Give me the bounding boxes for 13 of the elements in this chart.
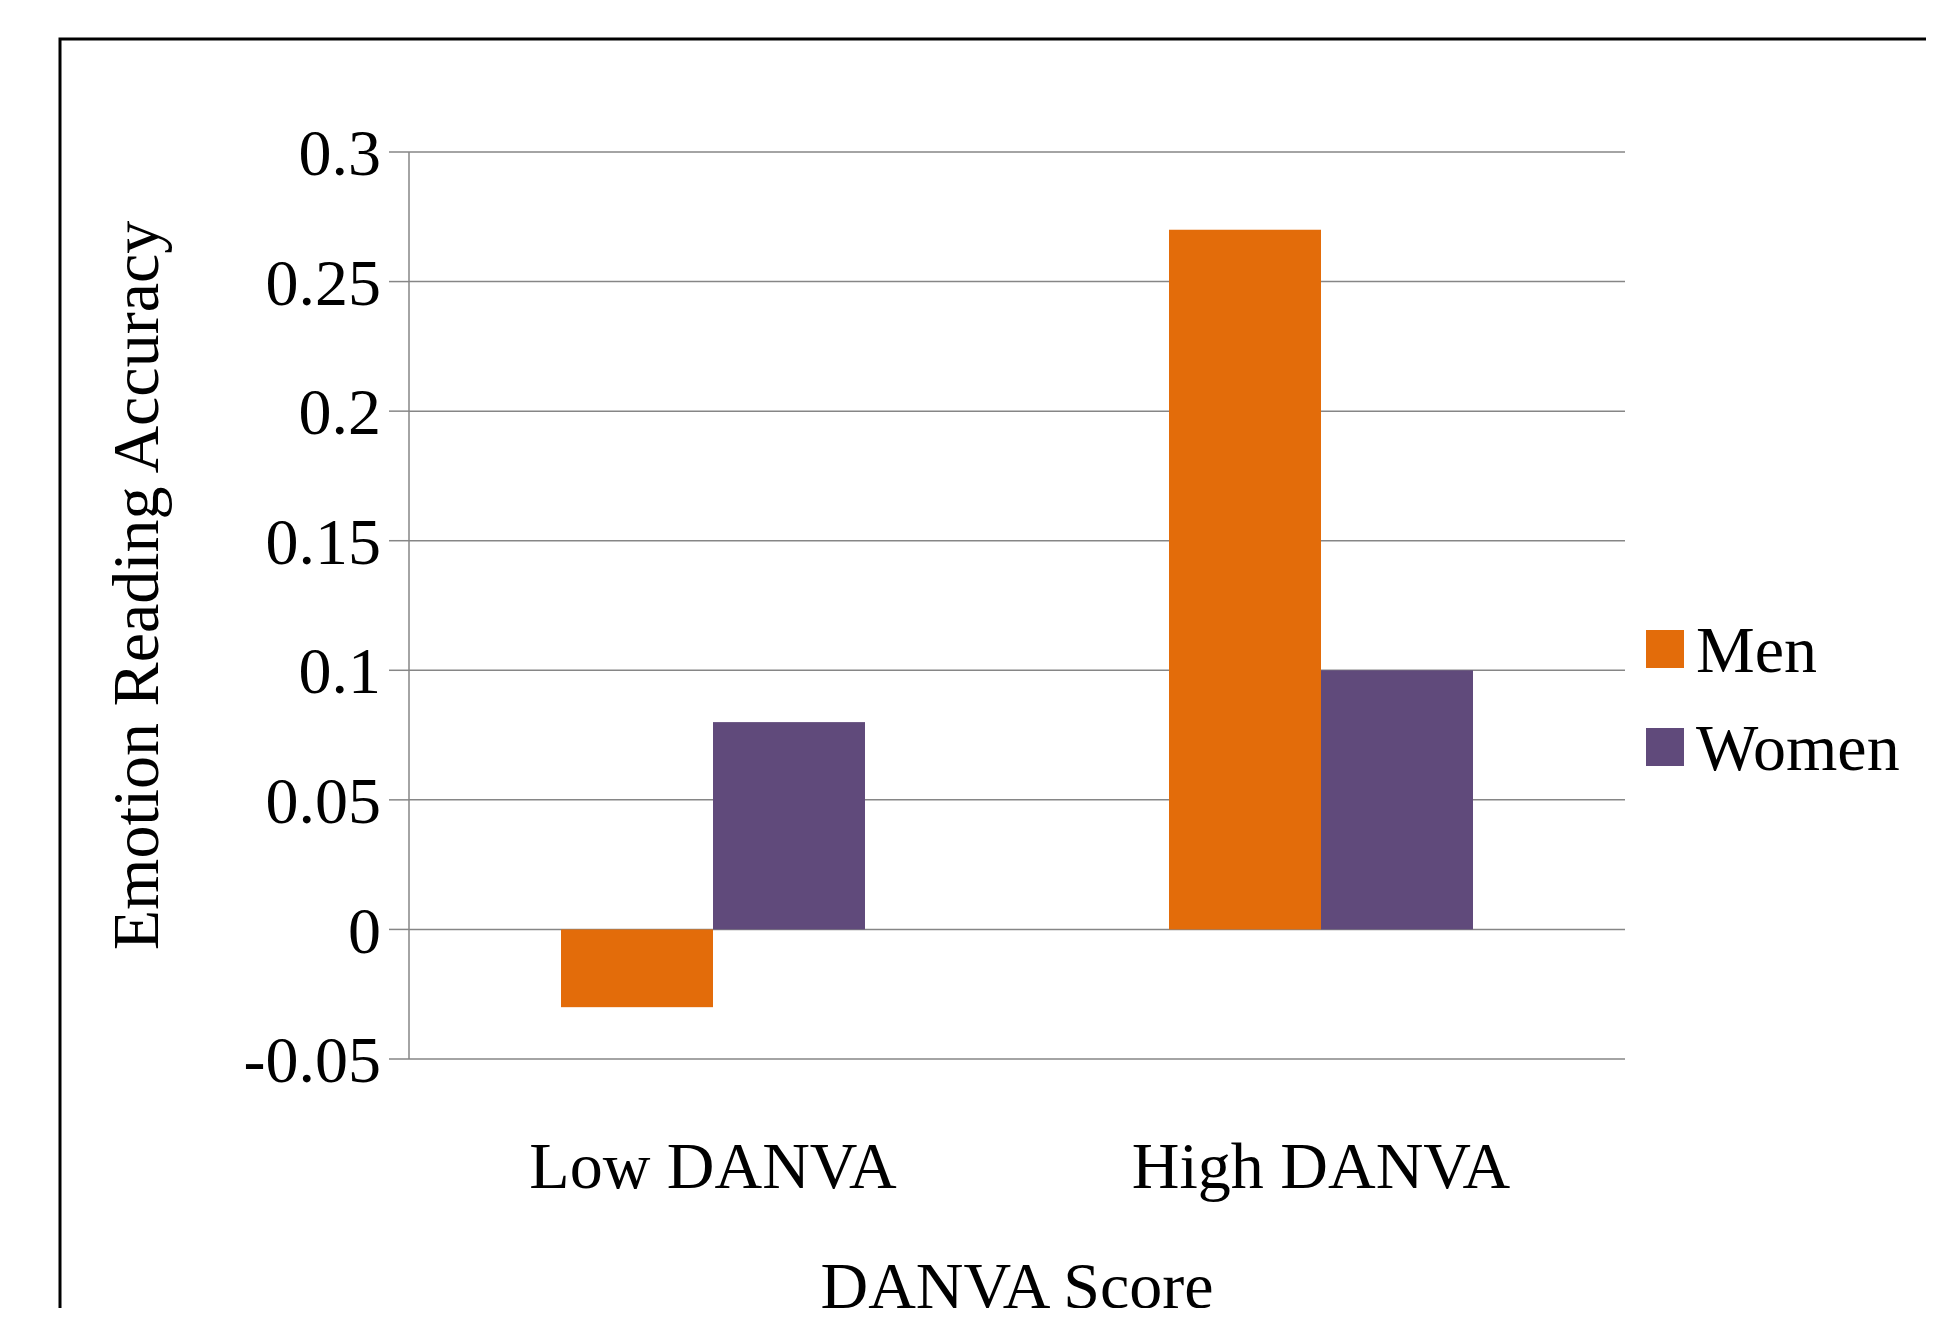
y-tick-label: 0.05 xyxy=(265,763,381,837)
y-tick-label: 0.15 xyxy=(265,504,381,578)
y-tick-label: -0.05 xyxy=(243,1023,381,1097)
y-tick-label: 0 xyxy=(348,893,381,967)
y-tick-label: 0.25 xyxy=(265,245,381,319)
y-tick-label: 0.3 xyxy=(298,116,381,190)
y-tick-label: 0.1 xyxy=(298,634,381,708)
x-tick-label: High DANVA xyxy=(1131,1129,1511,1202)
legend-label: Men xyxy=(1696,613,1817,687)
x-tick-label: Low DANVA xyxy=(529,1129,897,1202)
legend-label: Women xyxy=(1696,711,1900,785)
y-tick-label: 0.2 xyxy=(298,375,381,449)
y-axis-title: Emotion Reading Accuracy xyxy=(99,220,172,951)
